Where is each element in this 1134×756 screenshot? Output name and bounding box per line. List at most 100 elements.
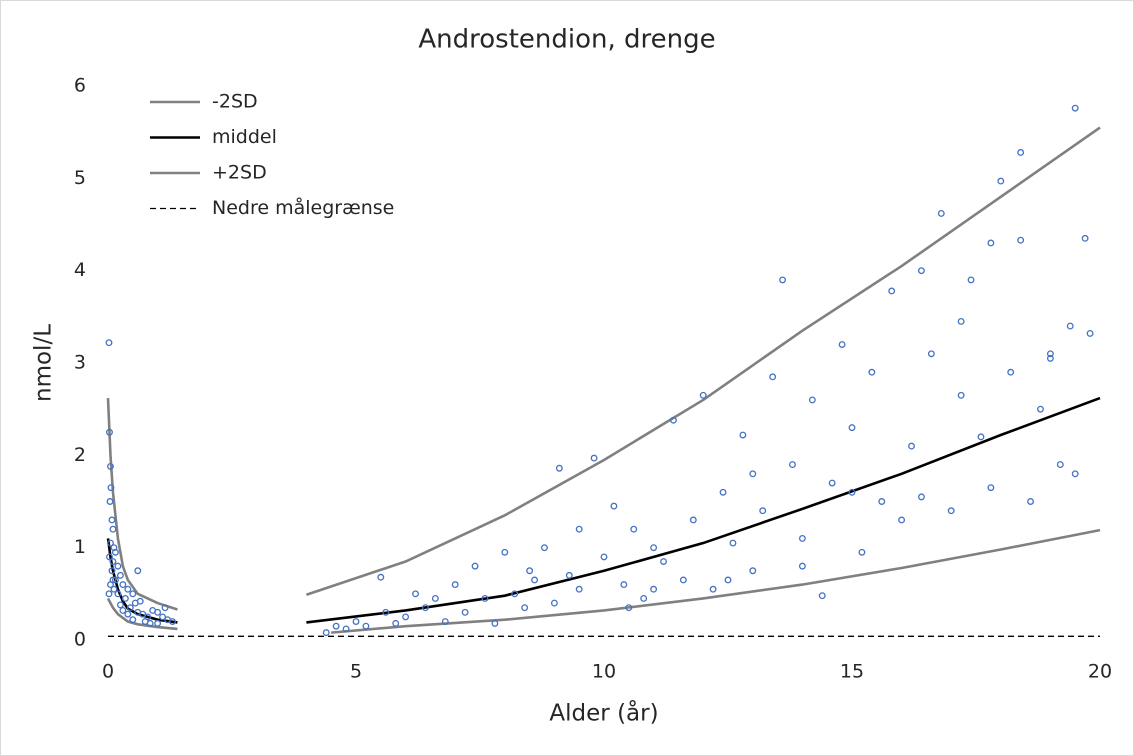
series-line (106, 597, 178, 631)
data-point (689, 516, 697, 524)
data-point (997, 177, 1005, 185)
data-point (119, 607, 127, 614)
data-point (898, 516, 906, 524)
data-point (362, 622, 370, 630)
data-point (669, 416, 677, 424)
data-point (798, 562, 806, 570)
data-point (550, 599, 558, 607)
data-point (322, 629, 330, 637)
data-point (521, 604, 529, 612)
data-point (818, 592, 826, 600)
data-point (154, 619, 162, 627)
data-point (114, 562, 122, 570)
data-point (838, 341, 846, 348)
data-point (888, 287, 896, 295)
data-point (116, 571, 124, 579)
data-point (789, 461, 796, 469)
data-point (382, 608, 390, 616)
series-line (106, 398, 178, 611)
data-point (392, 619, 400, 627)
data-point (108, 567, 116, 575)
data-point (526, 567, 534, 575)
data-point (136, 597, 144, 605)
data-point (749, 567, 757, 575)
data-point (779, 276, 787, 284)
data-point (660, 558, 667, 565)
y-tick-label: 1 (74, 536, 86, 558)
data-point (541, 544, 548, 552)
data-point (342, 625, 350, 633)
data-point (630, 525, 638, 533)
legend-label: middel (212, 126, 277, 148)
data-point (769, 373, 777, 381)
data-point (146, 619, 154, 627)
data-point (412, 590, 419, 598)
data-point (858, 548, 866, 556)
data-point (1046, 354, 1054, 362)
data-point (1071, 470, 1079, 478)
data-point (868, 368, 876, 376)
data-point (124, 585, 132, 593)
data-point (798, 534, 806, 542)
data-point (749, 470, 757, 478)
data-point (1071, 104, 1079, 112)
data-point (987, 239, 995, 247)
data-point (501, 548, 509, 556)
data-point (106, 553, 113, 561)
x-tick-label: 15 (840, 661, 864, 683)
data-point (848, 424, 856, 432)
data-point (106, 498, 114, 505)
data-point (481, 595, 489, 602)
data-point (109, 576, 117, 584)
series-line (306, 396, 1101, 624)
data-point (402, 613, 410, 621)
data-point (421, 604, 429, 612)
data-point (159, 613, 167, 621)
data-point (1066, 322, 1074, 330)
legend-label: Nedre målegrænse (212, 196, 394, 219)
legend-label: +2SD (212, 162, 267, 184)
y-tick-label: 5 (74, 167, 86, 189)
y-tick-label: 0 (74, 629, 86, 651)
data-point (650, 544, 658, 552)
x-tick-label: 20 (1088, 661, 1112, 683)
data-point (121, 595, 129, 602)
data-point (1017, 149, 1025, 156)
x-axis-title: Alder (år) (549, 699, 658, 727)
data-point (109, 558, 117, 565)
y-tick-label: 3 (74, 352, 86, 374)
data-point (1056, 461, 1064, 469)
data-point (119, 581, 127, 589)
data-point (590, 454, 598, 462)
data-point (957, 318, 965, 325)
data-point (650, 585, 658, 593)
data-point (169, 618, 176, 625)
data-point (640, 595, 648, 602)
data-point (575, 585, 583, 593)
data-point (808, 396, 816, 404)
data-point (759, 507, 767, 515)
data-point (129, 590, 137, 598)
data-point (987, 484, 995, 492)
data-point (332, 622, 340, 630)
data-point (679, 576, 687, 584)
chart-title: Androstendion, drenge (418, 25, 715, 55)
data-point (108, 516, 116, 524)
data-point (977, 433, 985, 441)
data-point (377, 573, 385, 581)
data-point (610, 502, 618, 510)
data-point (111, 548, 119, 556)
data-point (126, 604, 134, 612)
data-point (739, 431, 747, 439)
data-point (724, 576, 732, 584)
data-point (908, 442, 915, 450)
data-point (107, 462, 114, 470)
data-point (111, 576, 119, 584)
data-point (451, 581, 459, 589)
data-point (625, 604, 633, 612)
data-point (719, 488, 727, 496)
data-point (511, 590, 519, 598)
data-point (134, 567, 142, 575)
data-point (917, 493, 925, 501)
